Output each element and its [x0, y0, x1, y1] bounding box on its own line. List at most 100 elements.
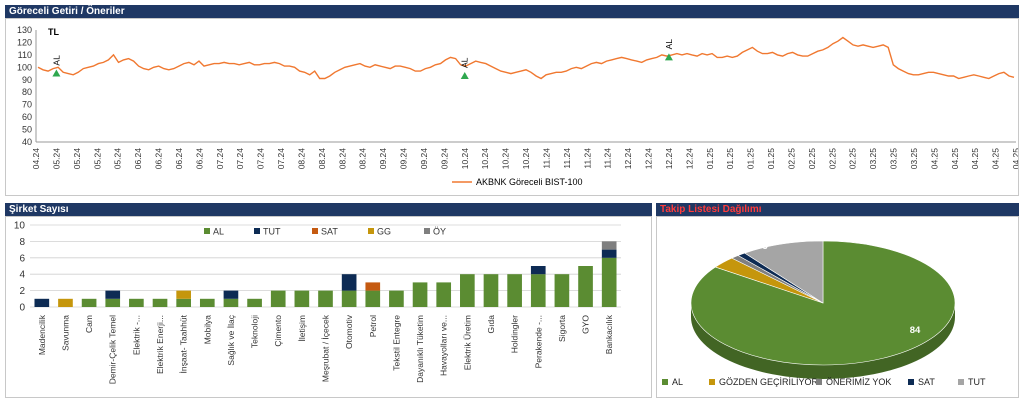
x-tick-label: 06.24 — [133, 148, 143, 170]
bar-segment-al — [601, 257, 617, 307]
pie-data-label: 1 — [775, 236, 781, 247]
y-tick-label: 130 — [17, 25, 32, 35]
watchlist-panel: 84 3 1 1 10 AL GÖZDEN GEÇİRİLİYOR ÖNERİMİZ YOK S… — [656, 216, 1019, 398]
bar-segment-al — [389, 290, 404, 307]
company-count-panel: 10 8 6 4 2 0 Madencilik Savunma Cam Demir-Çelik T… — [5, 216, 652, 398]
bar-segment-al — [199, 298, 215, 307]
bar-segment-tut — [341, 274, 357, 291]
bar-segment-al — [318, 290, 333, 307]
category-label: Dayanıklı Tüketim — [415, 315, 425, 383]
y-tick-label: 80 — [22, 87, 32, 97]
x-tick-label: 12.24 — [664, 148, 674, 170]
y-tick-label: 0 — [19, 303, 25, 314]
legend-swatch — [958, 379, 964, 385]
bar-segment-al — [223, 298, 239, 307]
x-tick-label: 05.24 — [92, 148, 102, 170]
category-label: GYO — [581, 315, 591, 334]
legend-label: GG — [377, 227, 391, 237]
legend-swatch — [254, 228, 260, 234]
al-marker — [664, 53, 673, 61]
legend-swatch — [368, 228, 374, 234]
bar-segment-al — [294, 290, 310, 307]
x-tick-label: 01.25 — [746, 148, 756, 170]
x-tick-label: 08.24 — [317, 148, 327, 170]
bar-segment-tut — [530, 266, 546, 275]
category-label: Elektrik Enerji... — [155, 315, 165, 374]
legend-swatch — [908, 379, 914, 385]
pie-data-label: 3 — [762, 241, 767, 252]
x-tick-label: 12.24 — [623, 148, 633, 170]
legend-swatch — [204, 228, 210, 234]
category-label: Teknoloji — [250, 315, 260, 348]
bar-segment-al — [81, 298, 97, 307]
bar-segment-al — [129, 298, 144, 307]
bar-segment-oy — [601, 241, 617, 250]
bar-segment-gg — [176, 290, 191, 299]
category-label: Elektrik -... — [131, 315, 141, 355]
x-tick-label: 02.25 — [807, 148, 817, 170]
legend-label: SAT — [918, 377, 935, 387]
sector-stacked-bar-chart: 10 8 6 4 2 0 Madencilik Savunma Cam Demir-Çelik T… — [14, 221, 621, 384]
y-tick-label: 100 — [17, 62, 32, 72]
bar-segment-al — [436, 282, 452, 307]
legend-label: GÖZDEN GEÇİRİLİYOR — [719, 377, 819, 387]
legend-swatch — [816, 379, 822, 385]
x-tick-label: 03.25 — [909, 148, 919, 170]
top-chart-panel: 130 120 110 100 90 80 70 60 50 40 04.24 05.24 05.24 0… — [5, 18, 1021, 196]
x-tick-label: 10.24 — [460, 148, 470, 170]
bar-segment-tut — [34, 298, 50, 307]
x-tick-label: 12.24 — [684, 148, 694, 170]
bar-segment-al — [152, 298, 168, 307]
x-tick-label: 03.25 — [889, 148, 899, 170]
pie-side-al — [691, 303, 955, 379]
x-tick-label: 04.24 — [31, 148, 41, 170]
x-tick-label: 07.24 — [215, 148, 225, 170]
x-tick-label: 09.24 — [378, 148, 388, 170]
category-label: Otomotiv — [344, 314, 354, 349]
category-label: İletişim — [297, 315, 307, 341]
x-tick-label: 08.24 — [296, 148, 306, 170]
al-marker-label: AL — [460, 57, 470, 68]
y-tick-label: 40 — [22, 137, 32, 147]
category-label: Çimento — [273, 315, 283, 347]
bar-segment-al — [554, 274, 570, 307]
bar-segment-al — [365, 290, 381, 307]
y-tick-label: 120 — [17, 37, 32, 47]
pie-data-label: 10 — [818, 233, 829, 244]
x-tick-label: 11.24 — [541, 148, 551, 169]
category-label: Bankacılık — [604, 314, 614, 354]
category-label: Madencilik — [37, 314, 47, 355]
bar-segment-al — [247, 298, 262, 307]
x-tick-label: 11.24 — [582, 148, 592, 169]
bar-segment-sat — [365, 282, 381, 291]
category-label: Sağlık ve İlaç — [226, 314, 236, 365]
x-tick-label: 02.25 — [786, 148, 796, 170]
x-tick-label: 01.25 — [766, 148, 776, 170]
x-tick-label: 08.24 — [358, 148, 368, 170]
legend-swatch — [709, 379, 715, 385]
x-tick-label: 09.24 — [419, 148, 429, 170]
legend-label: ÖNERİMİZ YOK — [826, 377, 891, 387]
bar-segment-gg — [58, 298, 73, 307]
legend-label: AL — [672, 377, 683, 387]
x-tick-label: 04.25 — [929, 148, 939, 170]
al-marker — [52, 69, 61, 77]
x-tick-label: 04.25 — [950, 148, 960, 170]
legend-label: AL — [213, 227, 224, 237]
unit-label: TL — [48, 27, 59, 37]
bar-segment-al — [412, 282, 428, 307]
x-tick-label: 04.25 — [970, 148, 980, 170]
x-tick-label: 05.24 — [51, 148, 61, 170]
category-label: Sigorta — [557, 315, 567, 342]
bar-segment-al — [270, 290, 286, 307]
x-tick-label: 09.24 — [399, 148, 409, 170]
legend-label: AKBNK Göreceli BIST-100 — [476, 177, 583, 187]
category-label: Tekstil Entegre — [391, 315, 401, 371]
x-tick-label: 03.25 — [868, 148, 878, 170]
x-tick-label: 11.24 — [562, 148, 572, 169]
x-tick-label: 08.24 — [337, 148, 347, 170]
al-marker-label: AL — [664, 39, 674, 50]
bar-segment-al — [507, 274, 522, 307]
x-tick-label: 05.24 — [113, 148, 123, 170]
